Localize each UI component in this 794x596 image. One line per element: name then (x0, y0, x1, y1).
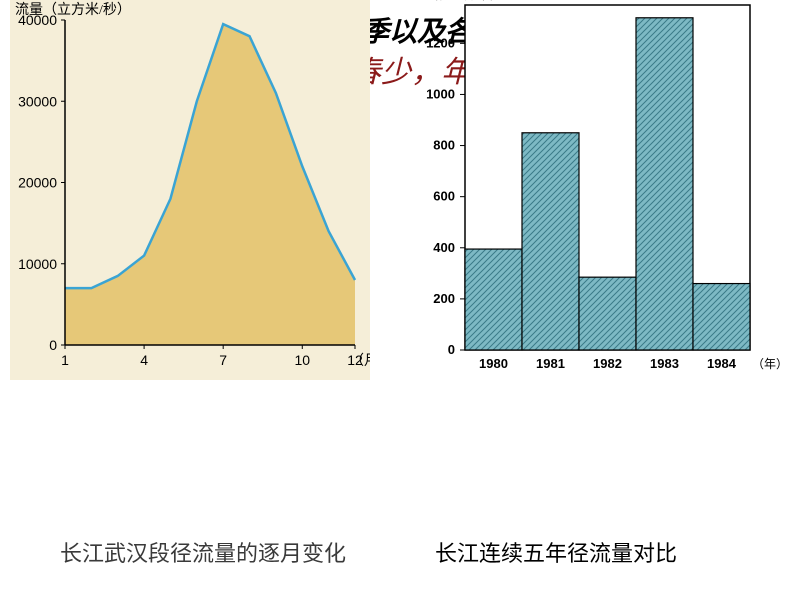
yearly-flow-chart: （亿立方米） 0 200 400 600 800 1000 1200 1980 1981 1982 1… (390, 0, 780, 385)
svg-text:1982: 1982 (593, 356, 622, 371)
svg-text:1984: 1984 (707, 356, 737, 371)
svg-text:4: 4 (140, 352, 148, 368)
svg-text:1000: 1000 (426, 86, 455, 101)
svg-text:0: 0 (49, 337, 57, 353)
svg-text:800: 800 (433, 138, 455, 153)
svg-text:10000: 10000 (18, 256, 57, 272)
svg-text:20000: 20000 (18, 175, 57, 191)
monthly-flow-chart: 流量（立方米/秒）0100002000030000400001471012（月） (10, 0, 370, 380)
svg-text:200: 200 (433, 291, 455, 306)
svg-text:1981: 1981 (536, 356, 565, 371)
svg-text:1200: 1200 (426, 35, 455, 50)
svg-text:30000: 30000 (18, 93, 57, 109)
left-chart: 流量（立方米/秒）0100002000030000400001471012（月） (10, 0, 370, 385)
svg-text:10: 10 (294, 352, 310, 368)
right-chart-caption: 长江连续五年径流量对比 (435, 536, 677, 568)
svg-text:400: 400 (433, 240, 455, 255)
right-chart: （亿立方米） 0 200 400 600 800 1000 1200 1980 1981 1982 1… (390, 0, 770, 390)
svg-text:（亿立方米）: （亿立方米） (425, 0, 503, 2)
svg-text:1: 1 (61, 352, 69, 368)
svg-text:7: 7 (219, 352, 227, 368)
svg-text:600: 600 (433, 189, 455, 204)
svg-text:1980: 1980 (479, 356, 508, 371)
svg-text:1983: 1983 (650, 356, 679, 371)
svg-text:0: 0 (448, 342, 455, 357)
svg-text:（年）: （年） (752, 357, 780, 371)
svg-text:（月）: （月） (350, 353, 370, 369)
svg-text:40000: 40000 (18, 12, 57, 28)
left-chart-caption: 长江武汉段径流量的逐月变化 (60, 536, 346, 568)
